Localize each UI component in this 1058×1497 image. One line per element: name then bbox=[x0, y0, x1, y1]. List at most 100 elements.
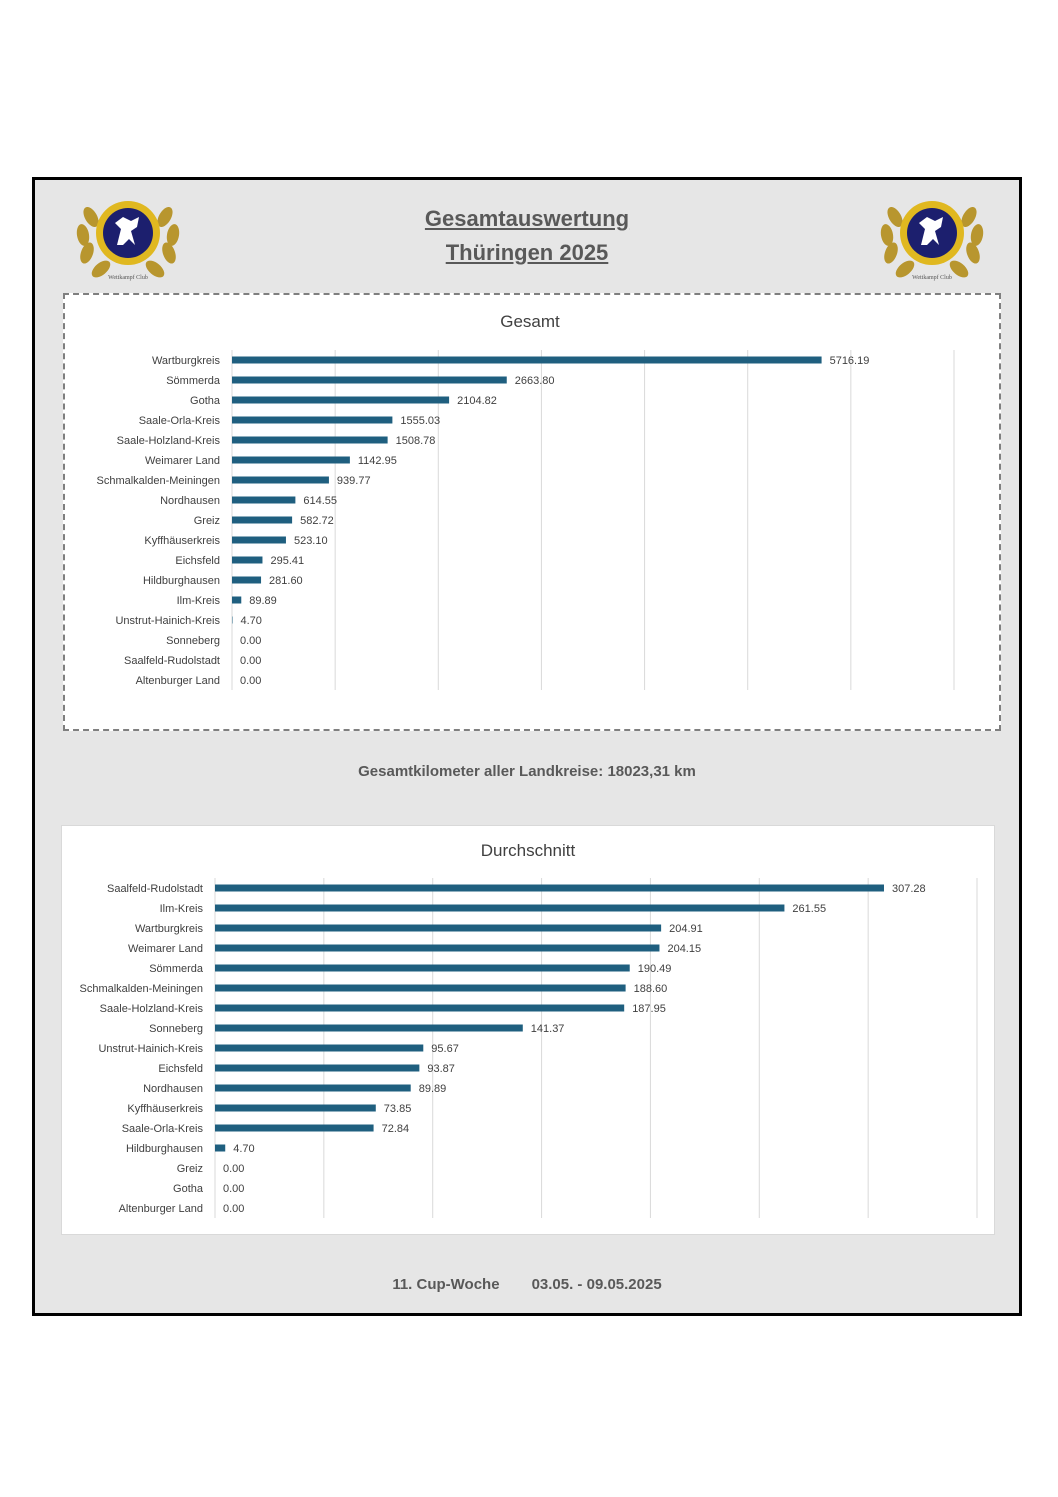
category-label: Hildburghausen bbox=[143, 575, 220, 587]
bar bbox=[215, 924, 662, 932]
data-label: 72.84 bbox=[382, 1123, 410, 1135]
data-label: 0.00 bbox=[223, 1203, 244, 1215]
category-label: Nordhausen bbox=[143, 1083, 203, 1095]
bar bbox=[215, 944, 660, 952]
bar bbox=[232, 536, 286, 544]
club-logo-right: Wettkampf Club bbox=[880, 201, 984, 281]
bar bbox=[215, 904, 785, 912]
category-label: Gotha bbox=[190, 395, 221, 407]
data-label: 93.87 bbox=[427, 1063, 455, 1075]
category-label: Saale-Holzland-Kreis bbox=[100, 1003, 204, 1015]
category-label: Schmalkalden-Meiningen bbox=[96, 475, 220, 487]
category-label: Eichsfeld bbox=[175, 555, 220, 567]
data-label: 0.00 bbox=[223, 1183, 244, 1195]
category-label: Saale-Holzland-Kreis bbox=[117, 435, 221, 447]
category-label: Kyffhäuserkreis bbox=[144, 535, 220, 547]
data-label: 188.60 bbox=[634, 983, 668, 995]
category-label: Unstrut-Hainich-Kreis bbox=[115, 615, 220, 627]
footer-week: 11. Cup-Woche bbox=[392, 1276, 500, 1293]
category-label: Greiz bbox=[177, 1163, 203, 1175]
laurel-wreath-icon bbox=[880, 207, 984, 278]
chart-gesamt-svg: Gesamt Wartburgkreis 5716.19 Sömmerda 2663.8… bbox=[96, 312, 955, 690]
chart-title: Durchschnitt bbox=[481, 841, 576, 860]
data-label: 307.28 bbox=[892, 883, 926, 895]
data-label: 4.70 bbox=[240, 615, 261, 627]
laurel-wreath-icon bbox=[76, 207, 180, 278]
data-label: 89.89 bbox=[419, 1083, 447, 1095]
data-label: 187.95 bbox=[632, 1003, 666, 1015]
chart-title: Gesamt bbox=[500, 312, 560, 331]
bar bbox=[232, 556, 263, 564]
category-label: Ilm-Kreis bbox=[177, 595, 221, 607]
category-label: Saale-Orla-Kreis bbox=[122, 1123, 204, 1135]
data-label: 0.00 bbox=[240, 635, 261, 647]
data-label: 0.00 bbox=[223, 1163, 244, 1175]
total-kilometers-value: 18023,31 km bbox=[607, 763, 696, 780]
category-label: Greiz bbox=[194, 515, 220, 527]
data-label: 0.00 bbox=[240, 675, 261, 687]
data-label: 1555.03 bbox=[400, 415, 440, 427]
svg-text:Wettkampf Club: Wettkampf Club bbox=[912, 274, 952, 281]
data-label: 141.37 bbox=[531, 1023, 565, 1035]
svg-text:Wettkampf Club: Wettkampf Club bbox=[108, 274, 148, 281]
chart-durchschnitt-svg: Durchschnitt Saalfeld-Rudolstadt 307.28 Ilm… bbox=[79, 841, 978, 1218]
data-label: 4.70 bbox=[233, 1143, 254, 1155]
bar bbox=[232, 396, 450, 404]
data-label: 261.55 bbox=[792, 903, 826, 915]
data-label: 2663.80 bbox=[515, 375, 555, 387]
category-label: Hildburghausen bbox=[126, 1143, 203, 1155]
data-label: 95.67 bbox=[431, 1043, 459, 1055]
category-label: Nordhausen bbox=[160, 495, 220, 507]
category-label: Wartburgkreis bbox=[152, 355, 221, 367]
horse-icon bbox=[919, 217, 943, 245]
bar bbox=[215, 984, 626, 992]
data-label: 190.49 bbox=[638, 963, 672, 975]
data-label: 614.55 bbox=[303, 495, 337, 507]
bar bbox=[232, 596, 242, 604]
bar bbox=[215, 1144, 226, 1152]
category-label: Saalfeld-Rudolstadt bbox=[107, 883, 203, 895]
bar bbox=[215, 1104, 376, 1112]
data-label: 73.85 bbox=[384, 1103, 412, 1115]
bar bbox=[232, 516, 293, 524]
category-label: Kyffhäuserkreis bbox=[127, 1103, 203, 1115]
report-panel: Wettkampf Club Wettkampf Club Gesamtausw… bbox=[32, 177, 1022, 1316]
category-label: Eichsfeld bbox=[158, 1063, 203, 1075]
data-label: 939.77 bbox=[337, 475, 371, 487]
data-label: 2104.82 bbox=[457, 395, 497, 407]
club-logo-left: Wettkampf Club bbox=[76, 201, 180, 281]
data-label: 295.41 bbox=[270, 555, 304, 567]
total-kilometers-label: Gesamtkilometer aller Landkreise: bbox=[358, 763, 604, 780]
category-label: Weimarer Land bbox=[128, 943, 203, 955]
bar bbox=[215, 964, 630, 972]
footer: 11. Cup-Woche 03.05. - 09.05.2025 bbox=[35, 1276, 1019, 1293]
total-kilometers: Gesamtkilometer aller Landkreise: 18023,… bbox=[35, 763, 1019, 780]
chart-durchschnitt: Durchschnitt Saalfeld-Rudolstadt 307.28 Ilm… bbox=[61, 825, 995, 1235]
bar bbox=[232, 376, 507, 384]
bar bbox=[215, 1084, 411, 1092]
bar bbox=[232, 436, 388, 444]
category-label: Altenburger Land bbox=[119, 1203, 203, 1215]
bar bbox=[215, 1064, 420, 1072]
data-label: 0.00 bbox=[240, 655, 261, 667]
category-label: Sömmerda bbox=[166, 375, 221, 387]
data-label: 523.10 bbox=[294, 535, 328, 547]
category-label: Unstrut-Hainich-Kreis bbox=[98, 1043, 203, 1055]
bar bbox=[215, 1124, 374, 1132]
bar bbox=[232, 576, 262, 584]
bar bbox=[232, 356, 822, 364]
data-label: 1508.78 bbox=[396, 435, 436, 447]
category-label: Sömmerda bbox=[149, 963, 204, 975]
category-label: Wartburgkreis bbox=[135, 923, 204, 935]
category-label: Sonneberg bbox=[149, 1023, 203, 1035]
category-label: Ilm-Kreis bbox=[160, 903, 204, 915]
category-label: Schmalkalden-Meiningen bbox=[79, 983, 203, 995]
category-label: Altenburger Land bbox=[136, 675, 220, 687]
bar bbox=[215, 1044, 424, 1052]
data-label: 1142.95 bbox=[358, 455, 397, 467]
data-label: 281.60 bbox=[269, 575, 303, 587]
category-label: Saale-Orla-Kreis bbox=[139, 415, 221, 427]
bar bbox=[215, 884, 884, 892]
bar bbox=[232, 496, 296, 504]
category-label: Sonneberg bbox=[166, 635, 220, 647]
